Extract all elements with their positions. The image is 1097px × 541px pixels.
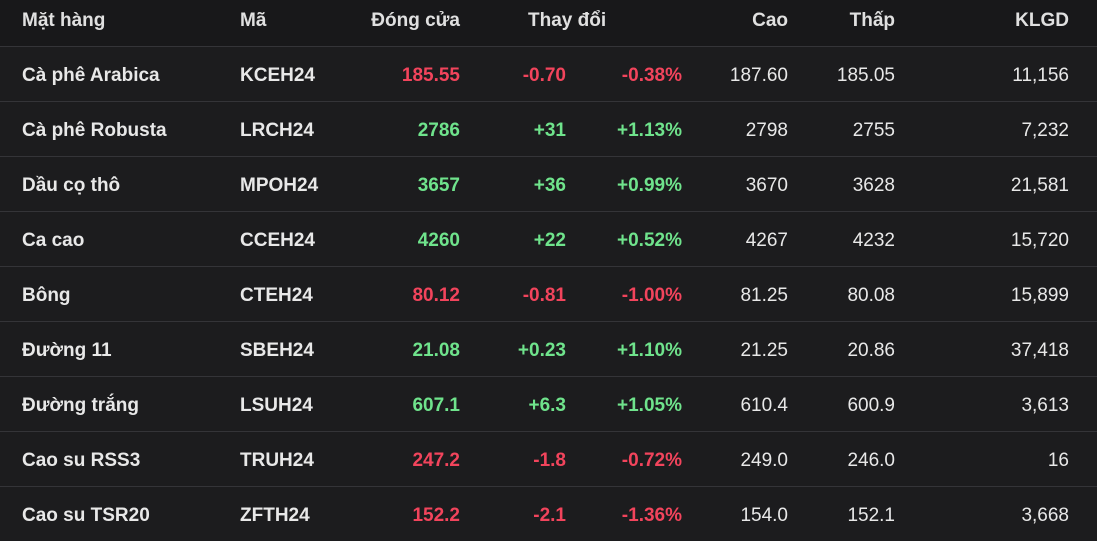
symbol: MPOH24 bbox=[240, 175, 319, 196]
low: 600.9 bbox=[847, 395, 895, 416]
header-cell: Thay đổi bbox=[528, 10, 607, 31]
commodity-name: Bông bbox=[22, 285, 71, 306]
change: -1.8 bbox=[533, 450, 566, 471]
high: 2798 bbox=[745, 120, 788, 141]
commodity-name: Dầu cọ thô bbox=[22, 175, 121, 196]
commodity-name: Cà phê Arabica bbox=[22, 65, 160, 86]
commodity-name: Đường 11 bbox=[22, 340, 112, 361]
change: +6.3 bbox=[528, 395, 566, 416]
high: 249.0 bbox=[740, 450, 788, 471]
symbol: SBEH24 bbox=[240, 340, 314, 361]
row-separator bbox=[0, 46, 1097, 47]
volume: 3,668 bbox=[1021, 505, 1069, 526]
symbol: LSUH24 bbox=[240, 395, 313, 416]
change-percent: -1.36% bbox=[621, 505, 682, 526]
high: 610.4 bbox=[740, 395, 788, 416]
volume: 16 bbox=[1047, 450, 1069, 471]
change-percent: -0.72% bbox=[621, 450, 682, 471]
row-separator bbox=[0, 266, 1097, 267]
low: 246.0 bbox=[847, 450, 895, 471]
volume: 21,581 bbox=[1010, 175, 1069, 196]
volume: 7,232 bbox=[1021, 120, 1069, 141]
change: +31 bbox=[533, 120, 566, 141]
high: 187.60 bbox=[729, 65, 788, 86]
volume: 11,156 bbox=[1012, 65, 1069, 86]
change: +22 bbox=[533, 230, 566, 251]
change-percent: +0.52% bbox=[617, 230, 682, 251]
change-percent: +1.10% bbox=[617, 340, 682, 361]
header-background bbox=[0, 0, 1097, 46]
volume: 15,899 bbox=[1010, 285, 1069, 306]
row-separator bbox=[0, 156, 1097, 157]
close-price: 21.08 bbox=[412, 340, 460, 361]
close-price: 3657 bbox=[417, 175, 460, 196]
row-separator bbox=[0, 486, 1097, 487]
commodity-name: Đường trắng bbox=[22, 395, 139, 416]
close-price: 80.12 bbox=[412, 285, 460, 306]
header-cell: Đóng cửa bbox=[371, 10, 460, 31]
change-percent: +1.13% bbox=[617, 120, 682, 141]
close-price: 247.2 bbox=[412, 450, 460, 471]
row-separator bbox=[0, 321, 1097, 322]
high: 4267 bbox=[745, 230, 788, 251]
symbol: CTEH24 bbox=[240, 285, 313, 306]
high: 3670 bbox=[745, 175, 788, 196]
close-price: 152.2 bbox=[412, 505, 460, 526]
change: +0.23 bbox=[517, 340, 566, 361]
low: 185.05 bbox=[836, 65, 895, 86]
row-separator bbox=[0, 431, 1097, 432]
close-price: 185.55 bbox=[401, 65, 460, 86]
high: 154.0 bbox=[740, 505, 788, 526]
symbol: TRUH24 bbox=[240, 450, 314, 471]
change-percent: -1.00% bbox=[621, 285, 682, 306]
volume: 15,720 bbox=[1010, 230, 1069, 251]
low: 80.08 bbox=[847, 285, 895, 306]
change: -2.1 bbox=[533, 505, 566, 526]
volume: 37,418 bbox=[1010, 340, 1069, 361]
change-percent: -0.38% bbox=[621, 65, 682, 86]
symbol: LRCH24 bbox=[240, 120, 314, 141]
symbol: CCEH24 bbox=[240, 230, 315, 251]
symbol: KCEH24 bbox=[240, 65, 315, 86]
low: 4232 bbox=[852, 230, 895, 251]
low: 20.86 bbox=[847, 340, 895, 361]
high: 81.25 bbox=[740, 285, 788, 306]
header-cell: Mặt hàng bbox=[22, 10, 106, 31]
change: +36 bbox=[533, 175, 566, 196]
change-percent: +1.05% bbox=[617, 395, 682, 416]
header-cell: Mã bbox=[240, 10, 267, 31]
close-price: 607.1 bbox=[412, 395, 460, 416]
commodity-name: Cao su TSR20 bbox=[22, 505, 150, 526]
close-price: 4260 bbox=[417, 230, 460, 251]
change-percent: +0.99% bbox=[617, 175, 682, 196]
close-price: 2786 bbox=[417, 120, 460, 141]
low: 2755 bbox=[852, 120, 895, 141]
low: 152.1 bbox=[847, 505, 895, 526]
row-separator bbox=[0, 211, 1097, 212]
high: 21.25 bbox=[740, 340, 788, 361]
commodity-name: Ca cao bbox=[22, 230, 85, 251]
change: -0.81 bbox=[522, 285, 566, 306]
symbol: ZFTH24 bbox=[240, 505, 310, 526]
header-cell: Thấp bbox=[849, 10, 895, 31]
volume: 3,613 bbox=[1021, 395, 1069, 416]
commodity-name: Cà phê Robusta bbox=[22, 120, 167, 141]
commodity-name: Cao su RSS3 bbox=[22, 450, 141, 471]
low: 3628 bbox=[852, 175, 895, 196]
change: -0.70 bbox=[522, 65, 566, 86]
row-separator bbox=[0, 101, 1097, 102]
row-separator bbox=[0, 376, 1097, 377]
header-cell: KLGD bbox=[1015, 10, 1069, 31]
header-cell: Cao bbox=[752, 10, 788, 31]
